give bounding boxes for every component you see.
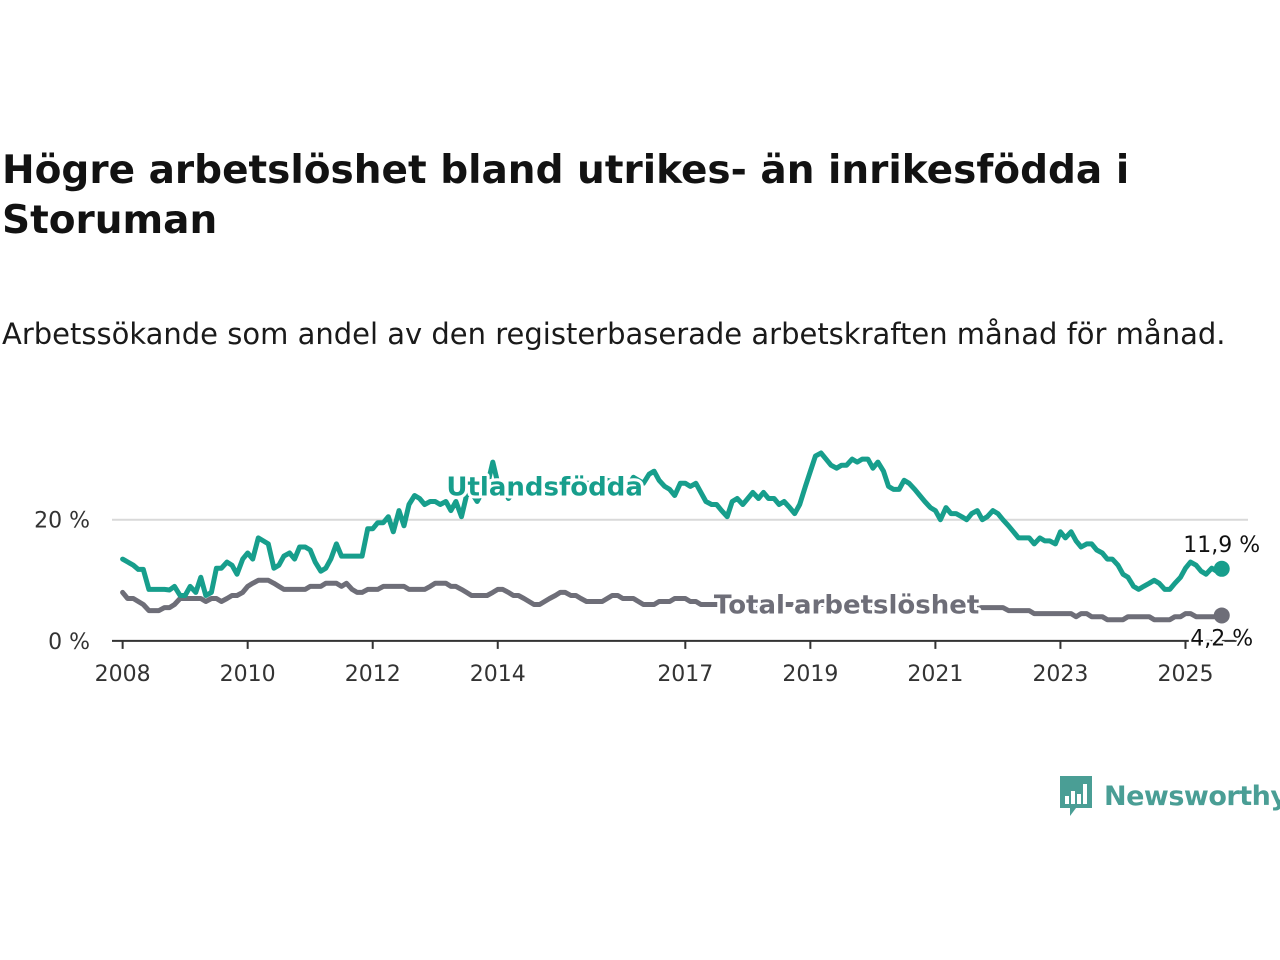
- y-tick-label: 0 %: [48, 630, 90, 655]
- series-lines: [120, 450, 1230, 624]
- x-tick-label: 2017: [657, 662, 713, 687]
- series-name-label: Total arbetslöshet: [714, 591, 979, 621]
- x-tick-label: 2010: [220, 662, 276, 687]
- chart-subtitle: Arbetssökande som andel av den registerb…: [2, 317, 1226, 351]
- series-labels: Utlandsfödda 11,9 % Total arbetslöshet 4,2 …: [443, 469, 1262, 654]
- series-line: [120, 577, 1225, 623]
- newsworthy-logo-icon: [1060, 776, 1092, 816]
- series-name-label: Utlandsfödda: [446, 472, 643, 502]
- newsworthy-logo: Newsworthy: [1058, 772, 1280, 820]
- series-end-value-label: 11,9 %: [1183, 533, 1260, 558]
- chart-title: Högre arbetslöshet bland utrikes- än inr…: [2, 148, 1130, 243]
- series-line: [120, 450, 1225, 598]
- x-tick-label: 2021: [907, 662, 963, 687]
- series-end-marker: [1213, 560, 1230, 577]
- series-end-marker: [1213, 607, 1230, 624]
- line-chart-svg: 0 % 20 % 2008 2010 2012 2014 2017 2019 2021 2023…: [34, 450, 1263, 687]
- x-tick-label: 2014: [470, 662, 526, 687]
- x-tick-label: 2025: [1157, 662, 1213, 687]
- series-end-value-label: 4,2 %: [1190, 626, 1253, 651]
- gridlines: 0 % 20 %: [34, 509, 1248, 655]
- y-tick-label: 20 %: [34, 509, 90, 534]
- x-tick-label: 2019: [782, 662, 838, 687]
- x-tick-label: 2023: [1032, 662, 1088, 687]
- line-chart: 0 % 20 % 2008 2010 2012 2014 2017 2019 2021 2023…: [0, 440, 1280, 710]
- x-tick-label: 2012: [345, 662, 401, 687]
- newsworthy-logo-text: Newsworthy: [1104, 780, 1280, 812]
- x-tick-label: 2008: [95, 662, 151, 687]
- x-axis: 2008 2010 2012 2014 2017 2019 2021 2023 2025: [95, 639, 1248, 687]
